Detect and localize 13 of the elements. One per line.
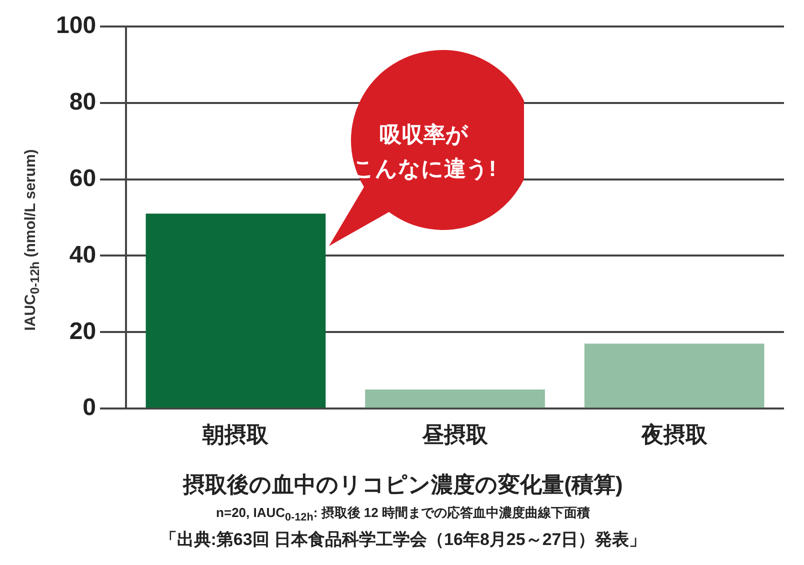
y-tick-label: 20 (69, 318, 96, 345)
y-tick-label: 60 (69, 164, 96, 192)
x-tick-label: 昼摂取 (421, 422, 490, 447)
annotation: 吸収率が (378, 121, 470, 149)
y-tick-label: 100 (56, 12, 96, 40)
y-tick-label: 80 (69, 88, 96, 116)
text: n=20, IAUC$_{0-12h}$: 摂取後 12 時間までの応答血中濃度曲線下面積 (215, 504, 591, 524)
text: 摂取後の血中のリコピン濃度の変化量(積算) (182, 471, 624, 499)
text: 「出典:第63回 日本食品科学工学会（16年8月25～27日）発表」 (158, 529, 648, 551)
x-tick-label: 夜摂取 (640, 422, 708, 447)
x-tick-label: 朝摂取 (202, 422, 270, 447)
y-tick-label: 40 (69, 241, 96, 268)
y-tick-label: 0 (82, 394, 96, 422)
